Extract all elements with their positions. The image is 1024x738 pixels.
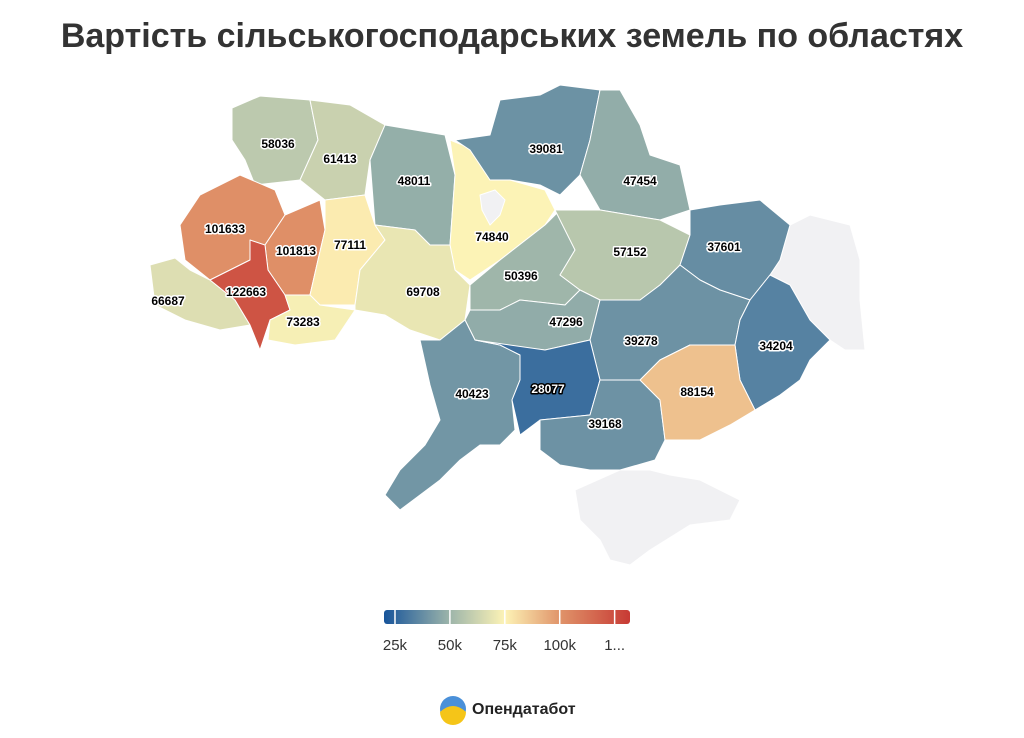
map — [149, 84, 866, 566]
region-label: 66687 — [151, 294, 185, 308]
region-label: 48011 — [398, 174, 431, 188]
region — [639, 344, 756, 441]
region-label: 37601 — [707, 240, 741, 254]
region-label: 47454 — [623, 174, 657, 188]
legend-label: 75k — [493, 637, 518, 654]
region — [539, 379, 666, 471]
region — [267, 294, 356, 346]
region-label: 74840 — [475, 230, 509, 244]
no-data-region — [574, 469, 741, 566]
region-label: 40423 — [455, 387, 489, 401]
logo — [440, 706, 466, 725]
region-label: 57152 — [613, 245, 647, 259]
region-label: 61413 — [323, 152, 357, 166]
region-label: 58036 — [261, 137, 295, 151]
title: Вартість сільськогосподарських земель по… — [61, 17, 963, 55]
legend-bar — [384, 610, 630, 624]
region — [579, 89, 691, 221]
region-label: 73283 — [286, 315, 320, 329]
region-label: 88154 — [680, 385, 714, 399]
region — [209, 239, 291, 351]
region-label: 101813 — [276, 244, 316, 258]
region-label: 39168 — [588, 417, 622, 431]
region — [384, 319, 521, 511]
no-data-region — [479, 189, 506, 226]
region-label: 122663 — [226, 285, 266, 299]
region-label: 77111 — [334, 238, 366, 252]
footer: Опендатабот — [472, 701, 576, 718]
region-label: 34204 — [759, 339, 793, 353]
legend-label: 25k — [383, 637, 408, 654]
legend-label: 1... — [604, 637, 625, 654]
region-label: 50396 — [504, 269, 538, 283]
region-label: 69708 — [406, 285, 440, 299]
region-label: 39278 — [624, 334, 658, 348]
legend-label: 100k — [543, 637, 576, 654]
region — [474, 339, 601, 436]
region-label: 101633 — [205, 222, 245, 236]
legend-label: 50k — [438, 637, 463, 654]
region-label: 47296 — [549, 315, 583, 329]
region-label: 28077 — [531, 382, 565, 396]
region-label: 39081 — [529, 142, 563, 156]
legend: 25k 50k 75k 100k 1... — [383, 610, 630, 654]
